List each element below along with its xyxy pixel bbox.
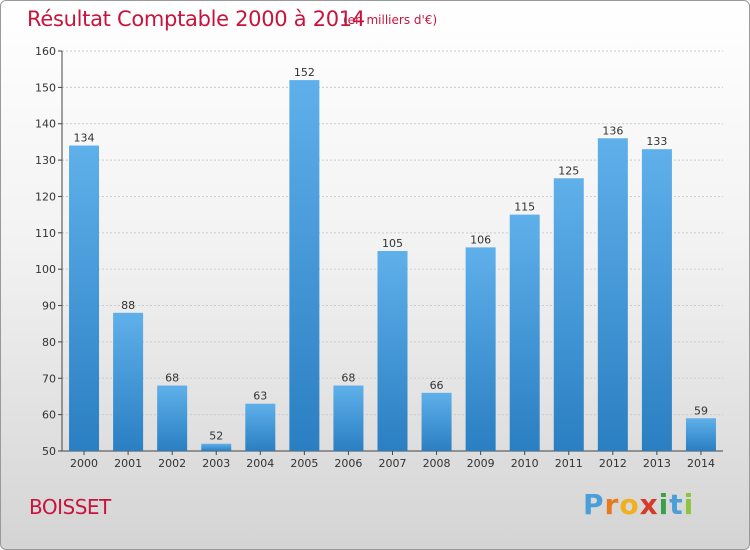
bar (201, 443, 232, 451)
bar (113, 312, 144, 451)
data-label: 115 (514, 201, 535, 214)
chart-subtitle: (en milliers d'€) (343, 13, 438, 27)
logo-letter: t (669, 488, 684, 521)
logo-letter: x (639, 488, 659, 521)
bar (289, 80, 320, 451)
x-tick-label: 2008 (423, 457, 451, 470)
data-label: 63 (253, 390, 267, 403)
x-tick-label: 2002 (158, 457, 186, 470)
data-label: 68 (341, 372, 355, 385)
logo-letter: P (583, 488, 605, 521)
y-tick-label: 150 (35, 81, 56, 94)
bar (465, 247, 496, 451)
bars (69, 80, 716, 452)
x-tick-label: 2000 (70, 457, 98, 470)
data-label: 125 (558, 164, 579, 177)
x-tick-label: 2001 (114, 457, 142, 470)
x-tick-label: 2006 (334, 457, 362, 470)
city-name: BOISSET (29, 495, 111, 519)
x-tick-label: 2011 (555, 457, 583, 470)
y-tick-label: 70 (42, 372, 56, 385)
chart-title: Résultat Comptable 2000 à 2014 (27, 7, 365, 31)
x-tick-label: 2005 (290, 457, 318, 470)
x-tick-label: 2003 (202, 457, 230, 470)
bar (421, 392, 452, 451)
logo-letter: i (683, 488, 695, 521)
bar (641, 149, 672, 451)
x-tick-label: 2010 (511, 457, 539, 470)
y-tick-label: 90 (42, 300, 56, 313)
bar (245, 403, 276, 451)
data-label: 68 (165, 372, 179, 385)
bar (377, 251, 408, 451)
y-tick-label: 110 (35, 227, 56, 240)
x-tick-label: 2009 (467, 457, 495, 470)
proxiti-logo: Proxiti (583, 488, 694, 521)
y-tick-label: 60 (42, 409, 56, 422)
bar (685, 418, 716, 451)
data-label: 59 (694, 404, 708, 417)
data-label: 106 (470, 233, 491, 246)
y-tick-label: 130 (35, 154, 56, 167)
bar (69, 145, 100, 451)
data-label: 52 (209, 430, 223, 443)
x-tick-label: 2007 (379, 457, 407, 470)
y-tick-label: 120 (35, 190, 56, 203)
data-label: 105 (382, 237, 403, 250)
data-label: 66 (430, 379, 444, 392)
y-tick-label: 50 (42, 445, 56, 458)
x-tick-label: 2013 (643, 457, 671, 470)
data-label: 88 (121, 299, 135, 312)
x-tick-label: 2012 (599, 457, 627, 470)
bar (333, 385, 364, 451)
labels: 134 2000 88 2001 68 2002 52 2003 63 2004 152 2005 68… (70, 66, 715, 470)
bar (157, 385, 188, 451)
data-label: 152 (294, 66, 315, 79)
logo-letter: i (658, 488, 670, 521)
y-tick-label: 80 (42, 336, 56, 349)
logo-letter: r (604, 488, 620, 521)
y-tick-label: 140 (35, 118, 56, 131)
y-tick-label: 100 (35, 263, 56, 276)
data-label: 133 (646, 135, 667, 148)
x-tick-label: 2004 (246, 457, 274, 470)
bar (509, 214, 540, 451)
logo-letter: o (619, 488, 640, 521)
x-tick-label: 2014 (687, 457, 715, 470)
bar (597, 138, 628, 452)
data-label: 134 (74, 132, 95, 145)
data-label: 136 (602, 124, 623, 137)
bar (553, 178, 584, 452)
y-tick-label: 160 (35, 45, 56, 58)
